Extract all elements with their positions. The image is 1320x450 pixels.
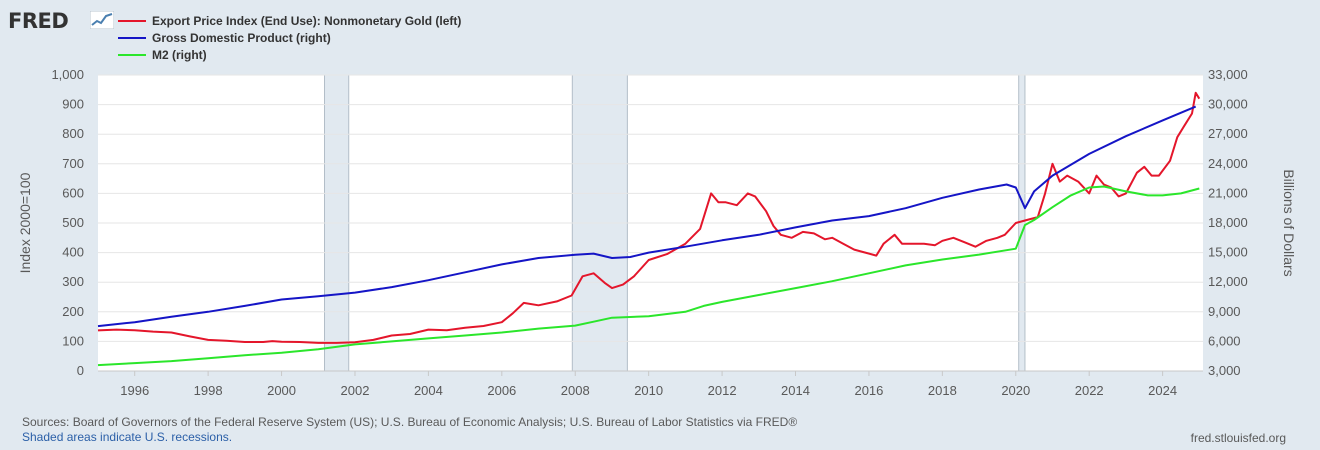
x-tick-label-2: 2000 <box>267 383 296 398</box>
fred-logo: FRED <box>8 9 69 33</box>
left-tick-label-9: 900 <box>62 97 84 112</box>
logo-graph-icon <box>90 11 114 29</box>
left-tick-label-1: 100 <box>62 333 84 348</box>
fred-credit-link[interactable]: fred.stlouisfed.org <box>1190 431 1286 445</box>
x-tick-label-11: 2018 <box>928 383 957 398</box>
x-tick-label-14: 2024 <box>1148 383 1177 398</box>
sources-text: Sources: Board of Governors of the Feder… <box>22 415 798 429</box>
left-tick-label-5: 500 <box>62 215 84 230</box>
right-tick-label-3: 12,000 <box>1208 274 1248 289</box>
left-tick-label-2: 200 <box>62 304 84 319</box>
series-lines <box>97 91 1201 367</box>
x-tick-label-10: 2016 <box>854 383 883 398</box>
right-tick-label-8: 27,000 <box>1208 126 1248 141</box>
x-tick-label-13: 2022 <box>1075 383 1104 398</box>
legend-label-m2: M2 (right) <box>152 47 207 62</box>
left-tick-label-0: 0 <box>77 363 84 378</box>
x-tick-label-4: 2004 <box>414 383 443 398</box>
legend-swatch-gdp <box>118 36 146 39</box>
legend-item-m2: M2 (right) <box>118 46 461 63</box>
right-tick-label-6: 21,000 <box>1208 185 1248 200</box>
x-tick-label-7: 2010 <box>634 383 663 398</box>
series-line-gdp <box>97 105 1197 328</box>
footer: Sources: Board of Governors of the Feder… <box>22 415 797 445</box>
legend-swatch-gold <box>118 19 146 22</box>
left-axis-label: Index 2000=100 <box>17 172 33 273</box>
x-tick-label-0: 1996 <box>120 383 149 398</box>
x-tick-label-8: 2012 <box>708 383 737 398</box>
right-tick-label-10: 33,000 <box>1208 67 1248 82</box>
right-tick-label-0: 3,000 <box>1208 363 1241 378</box>
x-tick-label-3: 2002 <box>341 383 370 398</box>
legend-swatch-m2 <box>118 53 146 56</box>
right-tick-label-9: 30,000 <box>1208 97 1248 112</box>
gridlines <box>98 74 1203 372</box>
right-axis-label: Billions of Dollars <box>1281 169 1297 276</box>
legend-item-gold: Export Price Index (End Use): Nonmonetar… <box>118 12 461 29</box>
series-line-m2 <box>97 185 1200 367</box>
x-tick-label-9: 2014 <box>781 383 810 398</box>
left-tick-label-8: 800 <box>62 126 84 141</box>
axes: 1996 1998 2000 2002 2004 2006 2008 2010 2012 2014… <box>17 67 1297 398</box>
right-tick-label-1: 6,000 <box>1208 333 1241 348</box>
x-tick-label-6: 2008 <box>561 383 590 398</box>
chart-legend: Export Price Index (End Use): Nonmonetar… <box>118 12 461 63</box>
right-tick-label-2: 9,000 <box>1208 304 1241 319</box>
right-tick-label-7: 24,000 <box>1208 156 1248 171</box>
left-tick-label-6: 600 <box>62 185 84 200</box>
right-tick-label-5: 18,000 <box>1208 215 1248 230</box>
x-tick-label-5: 2006 <box>487 383 516 398</box>
legend-item-gdp: Gross Domestic Product (right) <box>118 29 461 46</box>
legend-label-gdp: Gross Domestic Product (right) <box>152 30 331 45</box>
right-tick-label-4: 15,000 <box>1208 245 1248 260</box>
left-tick-label-4: 400 <box>62 245 84 260</box>
left-tick-label-7: 700 <box>62 156 84 171</box>
recession-note[interactable]: Shaded areas indicate U.S. recessions. <box>22 430 233 444</box>
left-tick-label-3: 300 <box>62 274 84 289</box>
legend-label-gold: Export Price Index (End Use): Nonmonetar… <box>152 13 462 28</box>
x-tick-label-12: 2020 <box>1001 383 1030 398</box>
left-tick-label-10: 1,000 <box>51 67 84 82</box>
x-tick-label-1: 1998 <box>194 383 223 398</box>
